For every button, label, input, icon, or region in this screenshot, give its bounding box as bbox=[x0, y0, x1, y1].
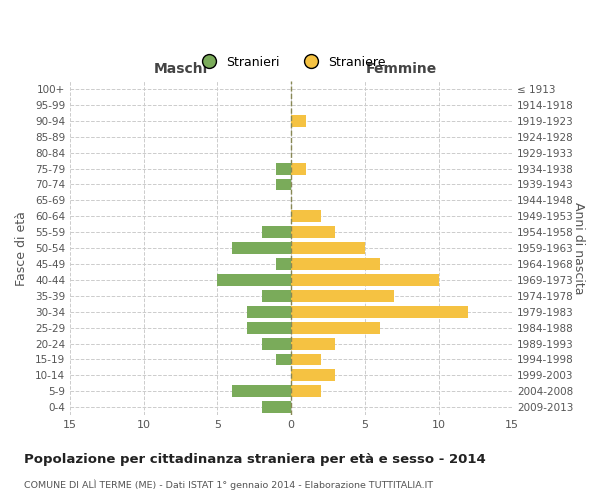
Bar bbox=[217, 274, 291, 286]
Y-axis label: Fasce di età: Fasce di età bbox=[15, 210, 28, 286]
Bar bbox=[277, 258, 291, 270]
Bar bbox=[232, 386, 291, 397]
Bar bbox=[277, 162, 291, 174]
Bar bbox=[291, 322, 380, 334]
Bar bbox=[291, 370, 335, 382]
Bar bbox=[262, 290, 291, 302]
Bar bbox=[262, 226, 291, 238]
Bar bbox=[291, 115, 306, 127]
Legend: Stranieri, Straniere: Stranieri, Straniere bbox=[191, 50, 391, 74]
Text: Femmine: Femmine bbox=[366, 62, 437, 76]
Bar bbox=[277, 178, 291, 190]
Bar bbox=[247, 322, 291, 334]
Bar bbox=[291, 226, 335, 238]
Bar bbox=[291, 210, 320, 222]
Text: COMUNE DI ALÌ TERME (ME) - Dati ISTAT 1° gennaio 2014 - Elaborazione TUTTITALIA.: COMUNE DI ALÌ TERME (ME) - Dati ISTAT 1°… bbox=[24, 479, 433, 490]
Text: Popolazione per cittadinanza straniera per età e sesso - 2014: Popolazione per cittadinanza straniera p… bbox=[24, 452, 486, 466]
Bar bbox=[262, 338, 291, 349]
Bar bbox=[277, 354, 291, 366]
Bar bbox=[291, 338, 335, 349]
Text: Maschi: Maschi bbox=[154, 62, 208, 76]
Bar bbox=[291, 306, 468, 318]
Y-axis label: Anni di nascita: Anni di nascita bbox=[572, 202, 585, 294]
Bar bbox=[247, 306, 291, 318]
Bar bbox=[291, 354, 320, 366]
Bar bbox=[262, 401, 291, 413]
Bar bbox=[291, 242, 365, 254]
Bar bbox=[291, 274, 439, 286]
Bar bbox=[232, 242, 291, 254]
Bar bbox=[291, 386, 320, 397]
Bar bbox=[291, 290, 394, 302]
Bar bbox=[291, 162, 306, 174]
Bar bbox=[291, 258, 380, 270]
